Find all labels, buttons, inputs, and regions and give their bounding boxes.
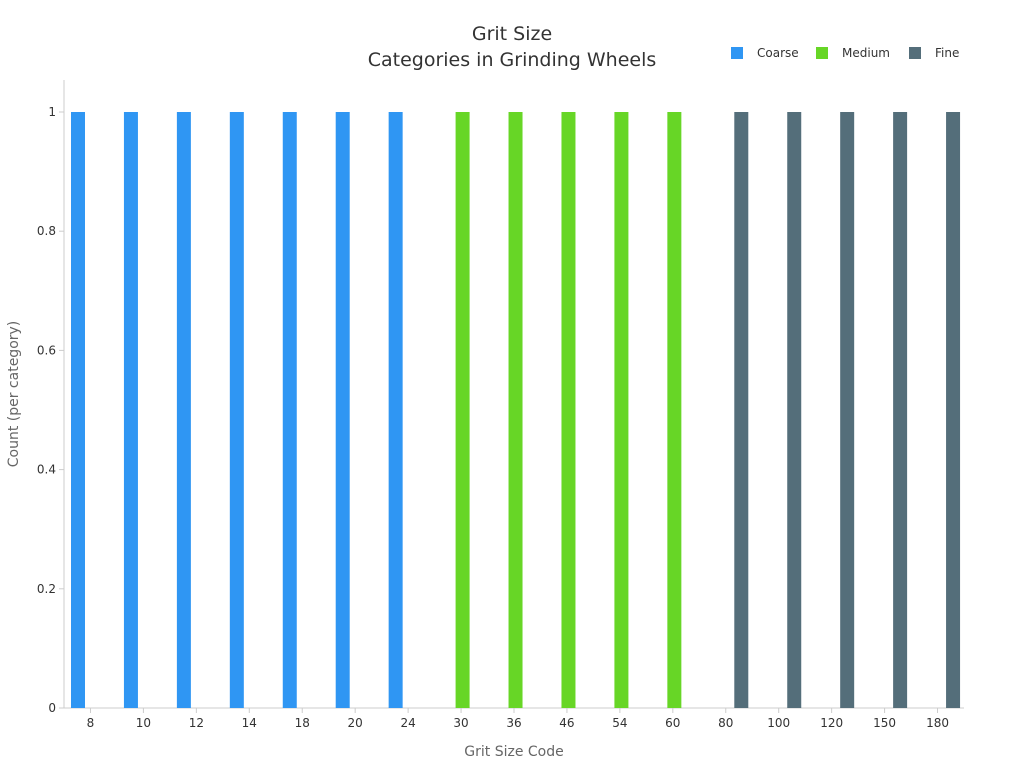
legend-swatch-fine[interactable] — [909, 47, 921, 59]
x-tick-label: 14 — [242, 716, 257, 730]
bar-fine-120[interactable] — [840, 112, 855, 708]
x-axis-ticks: 8 10 12 14 18 20 24 30 36 46 54 60 80 100 120 150 180 — [87, 708, 949, 730]
x-tick-label: 54 — [612, 716, 627, 730]
bar-fine-80[interactable] — [734, 112, 749, 708]
chart-legend: Coarse Medium Fine — [731, 46, 959, 60]
x-tick-label: 46 — [559, 716, 574, 730]
y-tick-label: 0.2 — [37, 582, 56, 596]
legend-swatch-medium[interactable] — [816, 47, 828, 59]
x-tick-label: 20 — [348, 716, 363, 730]
x-axis-title: Grit Size Code — [464, 744, 563, 760]
legend-swatch-coarse[interactable] — [731, 47, 743, 59]
bar-coarse-8[interactable] — [71, 112, 85, 708]
bar-medium-46[interactable] — [561, 112, 576, 708]
y-tick-label: 1 — [48, 105, 56, 119]
y-axis-title: Count (per category) — [6, 321, 22, 468]
x-tick-label: 12 — [189, 716, 204, 730]
chart-title-line-1: Grit Size — [472, 23, 552, 45]
bar-coarse-12[interactable] — [176, 112, 191, 708]
bar-marks — [71, 112, 961, 708]
bar-coarse-18[interactable] — [282, 112, 297, 708]
legend-label-fine[interactable]: Fine — [935, 46, 959, 60]
x-tick-label: 150 — [873, 716, 896, 730]
bar-fine-100[interactable] — [787, 112, 802, 708]
x-tick-label: 18 — [295, 716, 310, 730]
y-tick-label: 0 — [48, 701, 56, 715]
legend-label-coarse[interactable]: Coarse — [757, 46, 799, 60]
x-tick-label: 100 — [767, 716, 790, 730]
x-tick-label: 180 — [926, 716, 949, 730]
x-tick-label: 8 — [87, 716, 95, 730]
y-axis-ticks: 0 0.2 0.4 0.6 0.8 1 — [37, 105, 64, 715]
bar-medium-30[interactable] — [455, 112, 470, 708]
bar-fine-180[interactable] — [946, 112, 961, 708]
x-tick-label: 60 — [665, 716, 680, 730]
bar-coarse-14[interactable] — [229, 112, 244, 708]
bar-medium-60[interactable] — [667, 112, 682, 708]
bar-coarse-20[interactable] — [335, 112, 350, 708]
bar-fine-150[interactable] — [893, 112, 908, 708]
x-tick-label: 10 — [136, 716, 151, 730]
y-tick-label: 0.4 — [37, 463, 56, 477]
bar-medium-54[interactable] — [614, 112, 629, 708]
bar-coarse-24[interactable] — [388, 112, 403, 708]
y-tick-label: 0.8 — [37, 224, 56, 238]
x-tick-label: 120 — [820, 716, 843, 730]
y-tick-label: 0.6 — [37, 343, 56, 357]
x-tick-label: 36 — [506, 716, 521, 730]
x-tick-label: 30 — [453, 716, 468, 730]
legend-label-medium[interactable]: Medium — [842, 46, 890, 60]
x-tick-label: 80 — [718, 716, 733, 730]
bar-medium-36[interactable] — [508, 112, 523, 708]
chart-title-line-2: Categories in Grinding Wheels — [368, 49, 657, 71]
x-tick-label: 24 — [400, 716, 415, 730]
bar-coarse-10[interactable] — [123, 112, 138, 708]
